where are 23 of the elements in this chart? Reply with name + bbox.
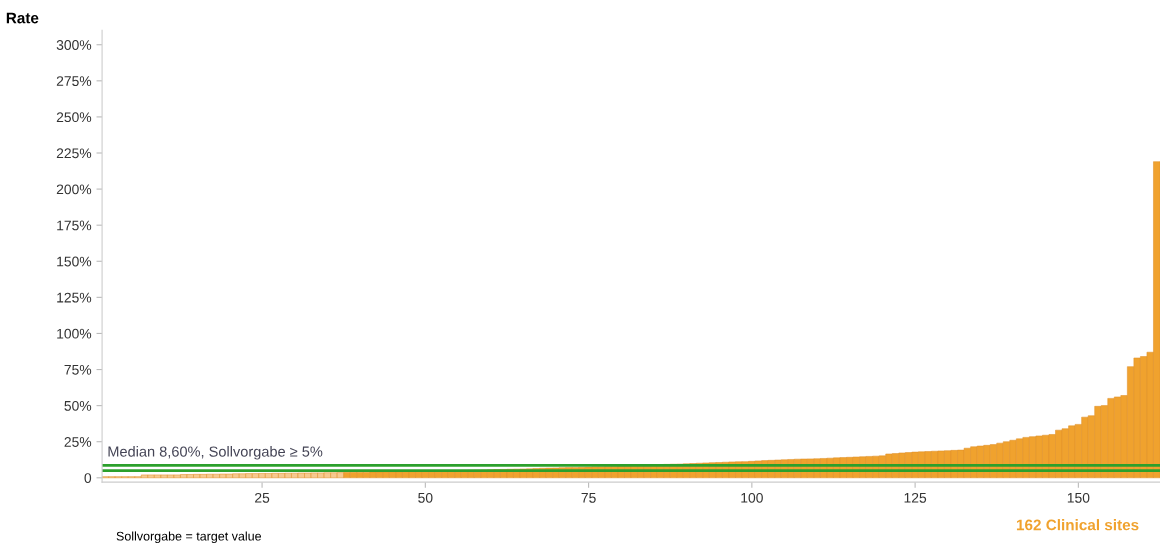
y-tick-label: 0 (84, 473, 92, 483)
x-axis-title: 162 Clinical sites (1016, 519, 1139, 531)
x-tick-label: 100 (741, 492, 763, 503)
ref-line-label: Median 8,60%, Sollvorgabe ≥ 5% (108, 446, 323, 460)
y-tick-label: 225% (56, 148, 92, 159)
y-tick-label: 175% (57, 220, 92, 231)
y-tick-label: 300% (56, 40, 92, 50)
y-tick-label: 150% (57, 256, 92, 267)
y-tick-label: 50% (64, 400, 92, 411)
x-tick-label: 75 (581, 493, 596, 503)
y-tick-label: 125% (57, 292, 92, 303)
x-tick-label: 150 (1067, 492, 1090, 503)
y-axis-title: Rate (6, 12, 39, 24)
text: Sollvorgabe = target value (116, 531, 262, 544)
x-tick-label: 125 (904, 492, 927, 503)
y-tick-label: 25% (64, 437, 92, 447)
y-tick-label: 100% (57, 328, 92, 339)
y-tick-label: 275% (56, 76, 92, 86)
x-tick-label: 50 (418, 492, 433, 503)
y-tick-label: 250% (56, 112, 92, 123)
x-tick-label: 25 (255, 492, 270, 503)
y-tick-label: 200% (56, 184, 92, 195)
y-tick-label: 75% (64, 364, 92, 375)
